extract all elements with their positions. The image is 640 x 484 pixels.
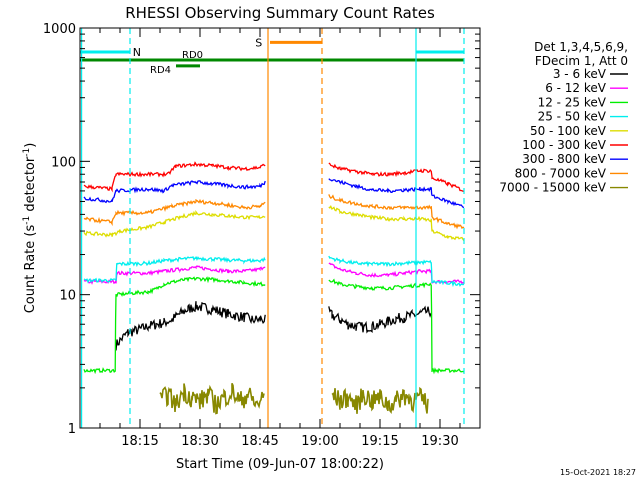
chart-title: RHESSI Observing Summary Count Rates <box>125 4 435 22</box>
x-tick-label-1900: 19:00 <box>301 434 338 449</box>
legend-label-3: 12 - 25 keV <box>538 95 607 109</box>
legend-header-2: FDecim 1, Att 0 <box>535 54 628 68</box>
x-axis-label: Start Time (09-Jun-07 18:00:22) <box>176 457 384 472</box>
series-line-8 <box>83 194 465 230</box>
legend: Det 1,3,4,5,6,9, FDecim 1, Att 0 3 - 6 k… <box>499 40 628 195</box>
y-label-end: ) <box>23 143 38 148</box>
series-line-1 <box>115 301 432 351</box>
rd0-label: RD0 <box>182 50 203 61</box>
series-line-5 <box>83 205 465 242</box>
y-tick-label-100: 100 <box>51 155 76 170</box>
y-tick-label-1: 1 <box>68 422 76 437</box>
x-tick-label-1930: 19:30 <box>421 434 458 449</box>
legend-label-6: 100 - 300 keV <box>522 138 606 152</box>
series-line-3 <box>83 276 465 375</box>
y-label-mid: detector <box>23 156 38 216</box>
legend-label-4: 25 - 50 keV <box>538 110 607 124</box>
series-line-2 <box>83 262 465 285</box>
y-tick-label-1000: 1000 <box>43 22 76 37</box>
legend-header-1: Det 1,3,4,5,6,9, <box>534 40 628 54</box>
legend-label-7: 300 - 800 keV <box>522 152 606 166</box>
legend-label-1: 3 - 6 keV <box>553 67 607 81</box>
legend-label-5: 50 - 100 keV <box>530 124 607 138</box>
y-label-exp2: -1 <box>22 148 32 157</box>
plot-area <box>83 161 465 415</box>
series-line-9 <box>159 382 429 415</box>
y-axis-label: Count Rate (s-1 detector-1) <box>22 143 38 314</box>
x-tick-label-1845: 18:45 <box>241 434 278 449</box>
series-line-4 <box>83 255 465 288</box>
x-tick-label-1830: 18:30 <box>181 434 218 449</box>
annotations: N S RD0 RD4 <box>80 28 465 428</box>
x-tick-label-1915: 19:15 <box>361 434 398 449</box>
y-tick-label-10: 10 <box>59 289 76 304</box>
legend-label-8: 800 - 7000 keV <box>515 166 607 180</box>
y-label-main: Count Rate (s <box>23 225 38 314</box>
series-line-7 <box>83 178 465 209</box>
s-label: S <box>255 36 262 49</box>
rd4-label: RD4 <box>150 65 171 76</box>
axes: 18:15 18:30 18:45 19:00 19:15 19:30 1 10 100 1000 <box>43 22 481 449</box>
series-line-6 <box>83 161 464 193</box>
x-tick-label-1815: 18:15 <box>121 434 158 449</box>
footer-timestamp: 15-Oct-2021 18:27 <box>560 468 636 477</box>
legend-label-9: 7000 - 15000 keV <box>499 181 606 195</box>
n-label: N <box>133 46 141 59</box>
legend-label-2: 6 - 12 keV <box>545 81 607 95</box>
y-label-exp1: -1 <box>22 216 32 225</box>
